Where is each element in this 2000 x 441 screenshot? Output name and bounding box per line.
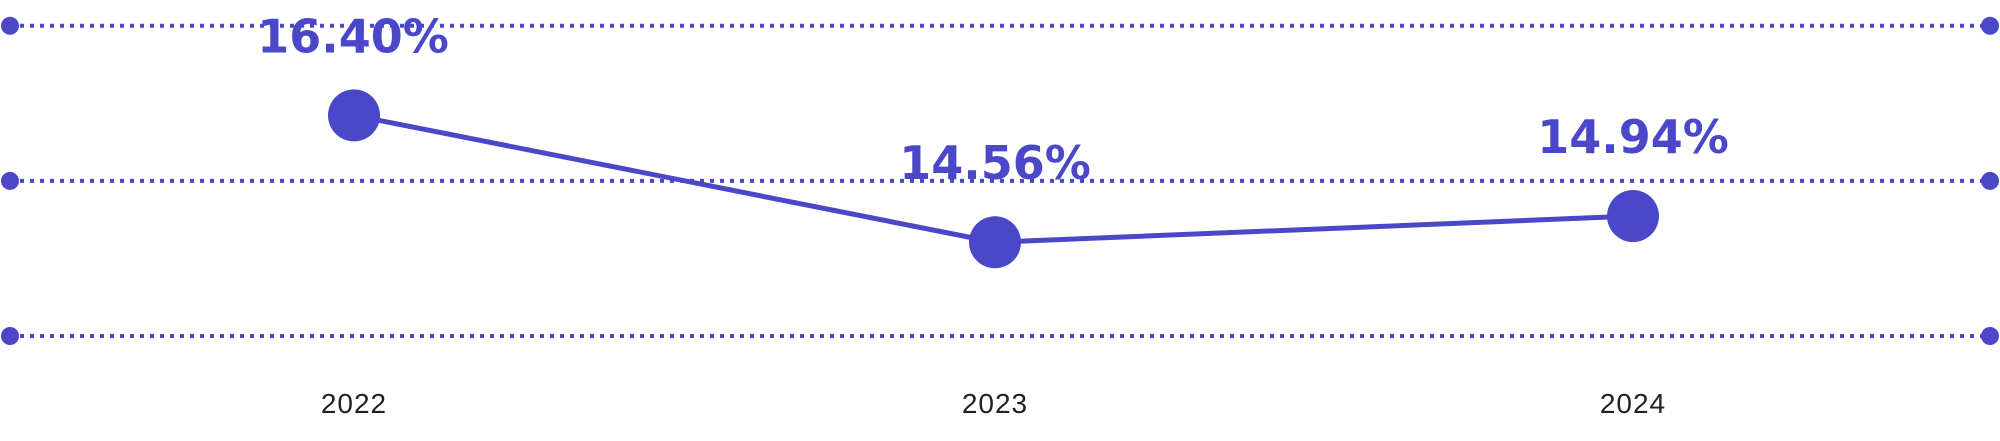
data-label-2023: 14.56% [899,136,1091,190]
x-tick-label-2022: 2022 [321,388,387,419]
data-label-2024: 14.94% [1537,110,1729,164]
gridline-end-dot [1,171,19,190]
grid-layer [1,16,1999,345]
gridline-end-dot [1981,327,1999,345]
gridline-end-dot [1981,171,1999,190]
data-label-layer: 16.40% 14.56% 14.94% [257,9,1729,190]
data-point-2024 [1607,190,1659,243]
data-label-2022: 16.40% [257,9,449,63]
data-point-2023 [969,216,1021,269]
data-point-2022 [328,89,380,142]
x-axis-tick-layer: 2022 2023 2024 [321,388,1666,419]
gridline-end-dot [1,327,19,345]
gridline-end-dot [1,16,19,35]
gridline-end-dot [1981,16,1999,35]
x-tick-label-2024: 2024 [1600,388,1666,419]
series-layer [328,89,1659,269]
x-tick-label-2023: 2023 [962,388,1028,419]
